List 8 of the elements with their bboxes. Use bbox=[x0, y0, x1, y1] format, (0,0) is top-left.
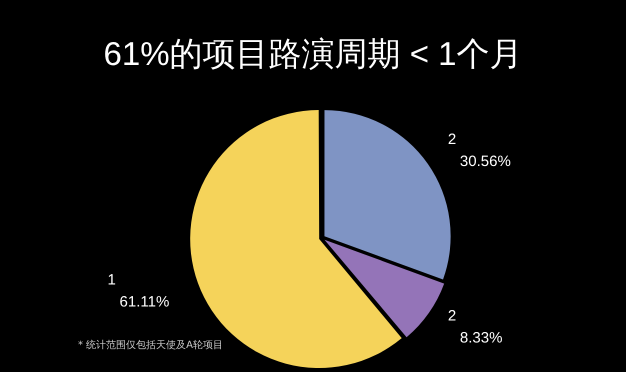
data-label: 30.56% bbox=[460, 152, 511, 170]
chart-title: 61%的项目路演周期 < 1个月 bbox=[102, 34, 524, 74]
slice-label: 2 bbox=[448, 130, 456, 148]
text: * 统计范围仅包括天使及A轮项目 bbox=[78, 338, 224, 352]
data-label: 61.11% bbox=[120, 294, 170, 311]
slice-label: 2 bbox=[448, 307, 456, 324]
slice-label: 1 bbox=[108, 272, 116, 289]
data-label: 8.33% bbox=[460, 329, 502, 346]
